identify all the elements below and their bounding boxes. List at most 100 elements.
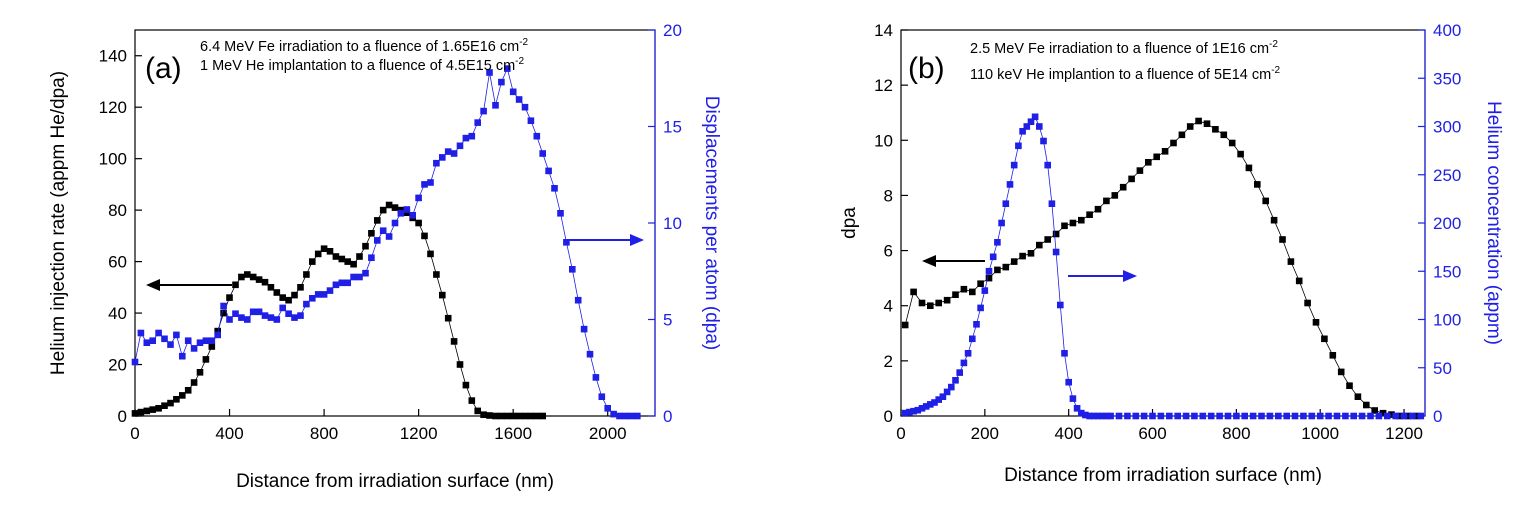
data-point xyxy=(1182,412,1190,420)
annotation-line-2: 1 MeV He implantation to a fluence of 4.… xyxy=(200,56,524,74)
x-tick-label: 600 xyxy=(1138,424,1166,443)
data-point xyxy=(604,405,611,412)
data-point xyxy=(1308,412,1316,420)
data-point xyxy=(1417,412,1425,420)
data-point xyxy=(1220,131,1228,139)
data-point xyxy=(985,274,993,282)
data-point xyxy=(267,314,275,321)
data-point xyxy=(1153,153,1160,161)
data-point xyxy=(1149,412,1156,420)
data-point xyxy=(927,302,934,309)
data-point xyxy=(504,65,511,72)
y-right-tick-label: 150 xyxy=(1433,262,1461,281)
data-point xyxy=(320,245,328,252)
data-point xyxy=(214,327,221,335)
data-point xyxy=(521,412,529,420)
data-point xyxy=(309,258,316,265)
data-point xyxy=(994,266,1001,274)
data-point xyxy=(521,103,529,111)
data-point xyxy=(415,219,422,227)
data-point xyxy=(167,399,174,407)
data-point xyxy=(1040,137,1047,145)
data-point xyxy=(1057,301,1064,309)
data-point xyxy=(356,273,363,281)
data-point xyxy=(1216,412,1223,420)
data-point xyxy=(196,369,204,376)
data-point xyxy=(161,335,168,343)
data-point xyxy=(474,119,481,126)
data-point xyxy=(964,350,972,357)
data-point xyxy=(1207,412,1215,420)
data-point xyxy=(616,412,623,420)
data-point xyxy=(385,201,393,209)
data-point xyxy=(403,206,411,213)
left-axis-title: Helium injection rate (appm He/dpa) xyxy=(48,71,69,375)
series-group xyxy=(901,113,1425,420)
data-point xyxy=(994,239,1001,246)
y-left-tick-label: 6 xyxy=(884,242,893,261)
data-point xyxy=(527,117,535,124)
panel-label: (b) xyxy=(908,52,945,85)
data-point xyxy=(226,316,233,323)
annotation-text: 2.5 MeV Fe irradiation to a fluence of 1… xyxy=(970,41,1269,57)
data-point xyxy=(1203,120,1211,127)
data-point xyxy=(226,294,233,301)
data-point xyxy=(462,134,470,142)
data-point xyxy=(143,407,151,415)
data-point xyxy=(1358,412,1366,420)
panel-a: 0 400 800 1200 1600 2000 0 20 40 60 80 100 120 140 0 5 1… xyxy=(48,21,722,492)
data-point xyxy=(918,405,926,412)
data-point xyxy=(1094,205,1102,213)
data-point xyxy=(137,329,145,337)
data-point xyxy=(1270,216,1278,224)
data-point xyxy=(1266,412,1274,420)
data-point xyxy=(1212,126,1219,133)
data-point xyxy=(1006,181,1014,188)
data-point xyxy=(285,310,292,317)
data-point xyxy=(1019,128,1026,135)
data-point xyxy=(1342,412,1349,420)
data-point xyxy=(468,132,476,140)
x-tick-label: 400 xyxy=(1054,424,1082,443)
data-point xyxy=(1119,183,1127,191)
data-point xyxy=(492,412,499,420)
y-right-tick-label: 0 xyxy=(1433,407,1442,426)
y-right-tick-label: 250 xyxy=(1433,166,1461,185)
data-point xyxy=(326,287,334,294)
annotation-line-1: 6.4 MeV Fe irradiation to a fluence of 1… xyxy=(200,37,529,55)
y-left-tick-label: 100 xyxy=(99,150,127,169)
data-point xyxy=(1124,412,1131,420)
data-point xyxy=(344,258,351,265)
panel-b: 0 200 400 600 800 1000 1200 0 2 4 6 8 10 12 14 0 50 100 15… xyxy=(839,21,1504,486)
data-point xyxy=(569,266,576,273)
x-tick-label: 1200 xyxy=(1385,424,1423,443)
data-point xyxy=(1186,123,1194,130)
y-right-tick-label: 400 xyxy=(1433,21,1461,40)
data-point xyxy=(456,142,464,150)
data-point xyxy=(249,308,257,316)
data-point xyxy=(622,412,629,420)
y-left-tick-label: 20 xyxy=(108,356,127,375)
data-point xyxy=(1103,197,1110,205)
data-point xyxy=(184,337,192,344)
y-left-tick-label: 140 xyxy=(99,47,127,66)
data-point xyxy=(504,412,511,420)
data-point xyxy=(922,403,930,410)
data-point xyxy=(297,284,304,291)
data-point xyxy=(989,253,997,261)
data-point xyxy=(350,260,357,268)
y-right-tick-label: 10 xyxy=(663,214,682,233)
data-point xyxy=(1044,161,1051,169)
data-point xyxy=(1195,117,1202,125)
data-point xyxy=(906,408,913,416)
data-point xyxy=(960,285,968,293)
data-point xyxy=(1363,401,1370,409)
data-point xyxy=(1233,412,1240,420)
x-tick-label: 800 xyxy=(310,424,338,443)
data-point xyxy=(1275,412,1282,420)
data-point xyxy=(326,248,334,255)
data-point xyxy=(332,281,340,289)
data-point xyxy=(433,271,440,278)
data-point xyxy=(480,107,487,115)
